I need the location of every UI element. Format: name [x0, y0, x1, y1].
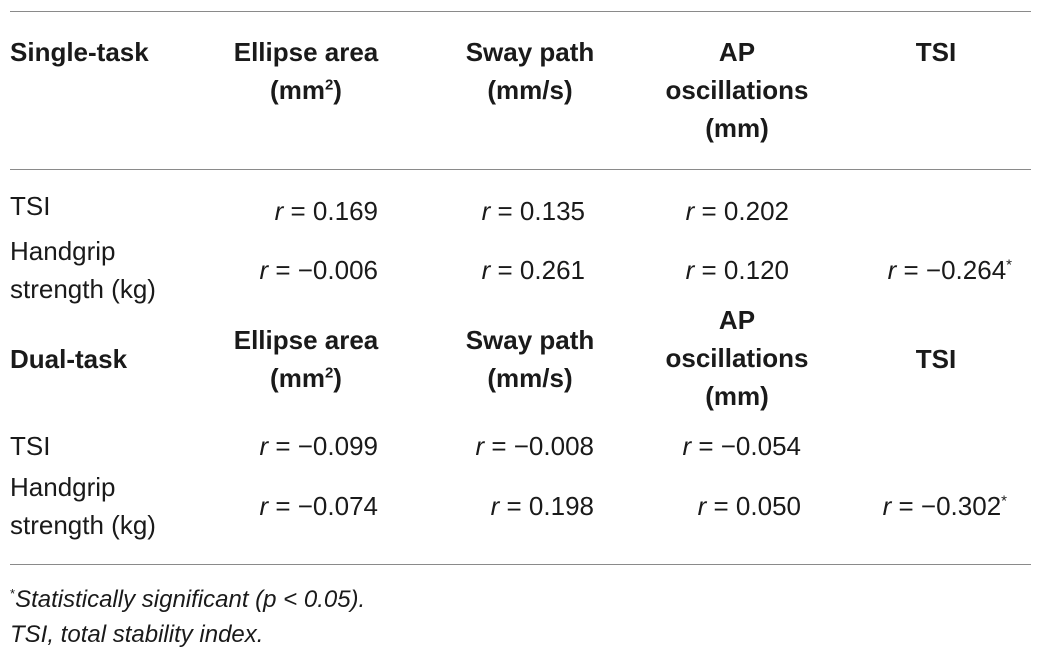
single-task-title: Single-task	[10, 37, 149, 67]
table-cell: r = 0.202	[685, 196, 789, 226]
dual-header-ap: AP oscillations (mm)	[665, 305, 809, 411]
table-cell: r = 0.198	[490, 491, 594, 521]
single-header-tsi: TSI	[915, 37, 957, 67]
header-rule	[10, 169, 1031, 170]
dual-header-ellipse: Ellipse area (mm2)	[233, 325, 379, 393]
table-cell: r = −0.264*	[887, 255, 1012, 285]
single-row-handgrip-label: Handgrip strength (kg)	[10, 236, 156, 304]
dual-row-tsi-label: TSI	[10, 431, 51, 461]
table-cell: r = −0.006	[259, 255, 378, 285]
table-cell: r = −0.074	[259, 491, 378, 521]
single-row-tsi-label: TSI	[10, 191, 51, 221]
table-cell: r = 0.135	[481, 196, 585, 226]
table-cell: r = −0.302*	[882, 491, 1007, 521]
dual-row-handgrip-label: Handgrip strength (kg)	[10, 472, 156, 540]
table-cell: r = −0.054	[682, 431, 801, 461]
table-cell: r = −0.099	[259, 431, 378, 461]
top-rule	[10, 11, 1031, 12]
dual-task-title: Dual-task	[10, 344, 128, 374]
significance-mark: *	[1001, 492, 1007, 510]
single-header-ellipse: Ellipse area (mm2)	[233, 37, 379, 105]
footnote-significance: *Statistically significant (p < 0.05).	[10, 586, 366, 613]
footnote-abbreviation: TSI, total stability index.	[10, 621, 264, 648]
table-cell: r = 0.120	[685, 255, 789, 285]
significance-mark: *	[1006, 256, 1012, 274]
table-cell: r = 0.261	[481, 255, 585, 285]
dual-header-tsi: TSI	[915, 344, 957, 374]
table-cell: r = 0.169	[274, 196, 378, 226]
table-cell: r = −0.008	[475, 431, 594, 461]
table-cell: r = 0.050	[697, 491, 801, 521]
dual-header-sway: Sway path (mm/s)	[465, 325, 595, 393]
single-header-sway: Sway path (mm/s)	[465, 37, 595, 105]
single-header-ap: AP oscillations (mm)	[665, 37, 809, 143]
bottom-rule	[10, 564, 1031, 565]
